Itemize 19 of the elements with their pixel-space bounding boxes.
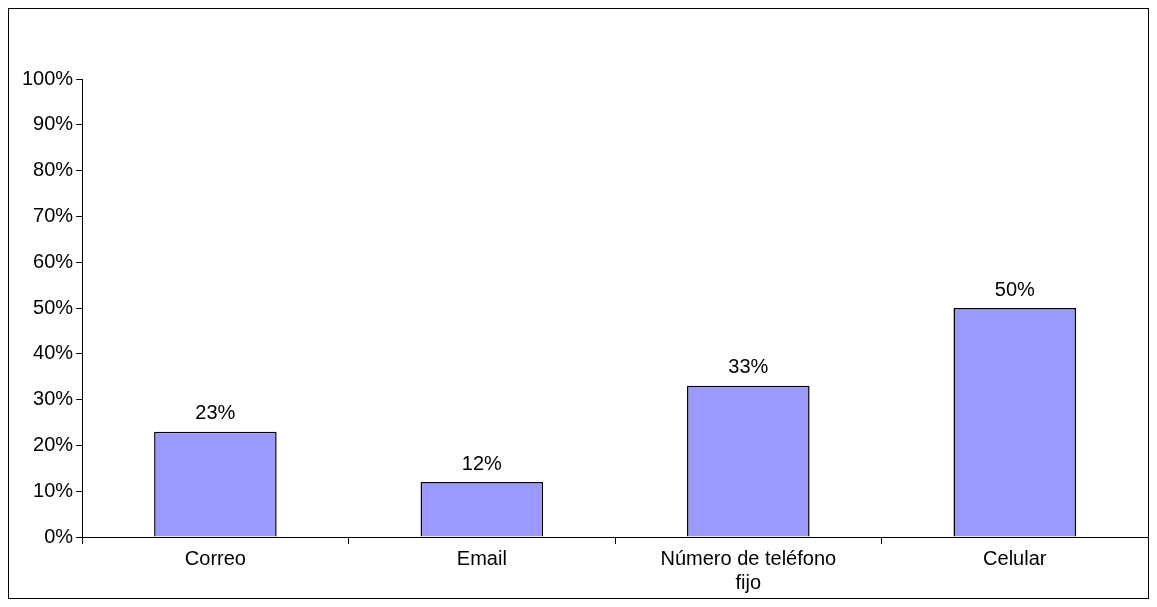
- y-tick-label: 10%: [33, 478, 74, 501]
- x-tick-label: Correo: [184, 546, 246, 569]
- x-tick-label: Celular: [983, 546, 1047, 569]
- data-label: 23%: [195, 401, 236, 424]
- y-tick-label: 80%: [33, 158, 74, 181]
- y-tick-label: 40%: [33, 341, 74, 364]
- x-tick-label: Email: [456, 546, 507, 569]
- y-tick-label: 30%: [33, 387, 74, 410]
- data-label: 33%: [728, 355, 769, 378]
- data-label: 12%: [461, 451, 503, 474]
- y-tick-label: 70%: [33, 203, 74, 226]
- y-tick-label: 50%: [33, 295, 74, 318]
- y-tick-label: 90%: [33, 112, 74, 135]
- y-tick-label: 100%: [22, 66, 74, 89]
- x-tick-label: Número de teléfono fijo: [660, 546, 837, 593]
- y-tick-label: 0%: [44, 524, 74, 547]
- y-tick-label: 60%: [33, 249, 74, 272]
- y-tick-label: 20%: [33, 432, 74, 455]
- data-label: 50%: [994, 277, 1035, 300]
